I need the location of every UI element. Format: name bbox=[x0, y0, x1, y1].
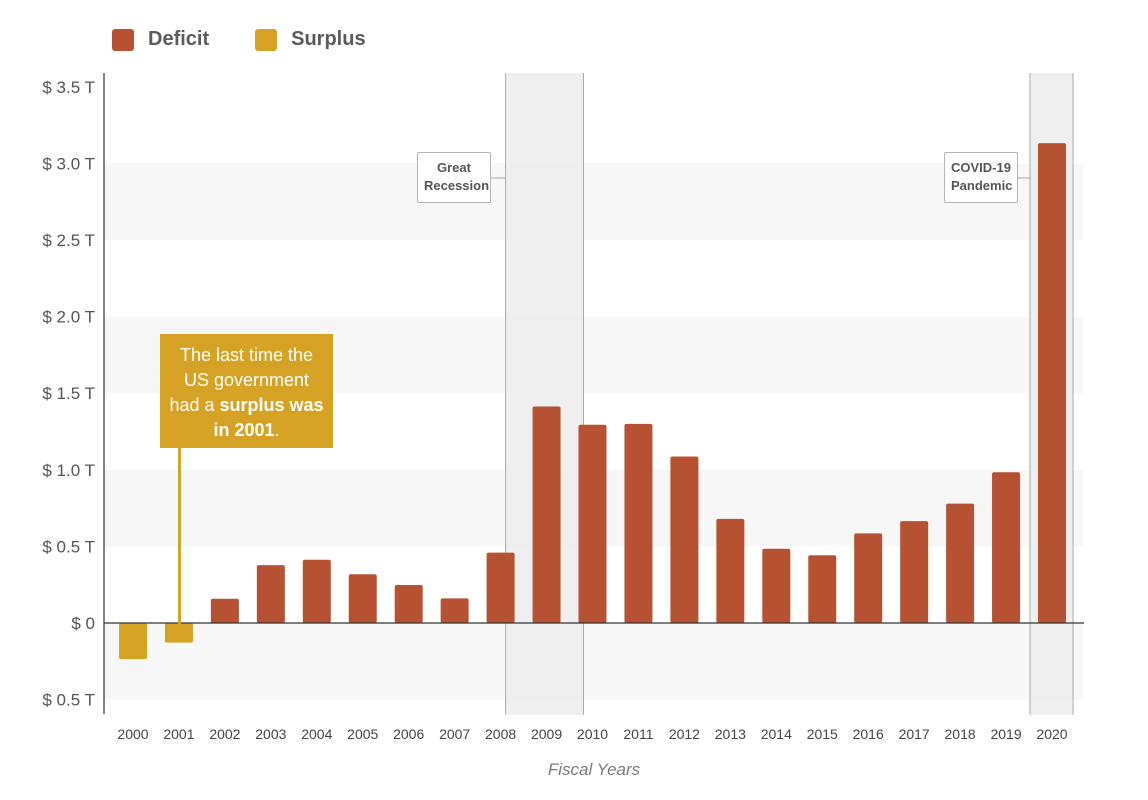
x-tick-label: 2014 bbox=[761, 726, 792, 742]
great-recession-label: Great Recession bbox=[417, 152, 491, 203]
callout-line-3: had a surplus was bbox=[160, 393, 333, 418]
legend-swatch-deficit bbox=[112, 28, 134, 51]
x-tick-label: 2007 bbox=[439, 726, 470, 742]
bar-2012 bbox=[670, 456, 699, 623]
bar-2014 bbox=[762, 548, 791, 623]
bar-2018 bbox=[946, 503, 975, 623]
bar-2017 bbox=[900, 521, 929, 623]
covid-pandemic-label: COVID-19 Pandemic bbox=[944, 152, 1018, 203]
y-tick-label: $ 3.0 T bbox=[42, 154, 95, 173]
bar-2010 bbox=[578, 424, 607, 623]
bar-2003 bbox=[256, 565, 285, 623]
legend-item-deficit: Deficit bbox=[112, 28, 209, 51]
chart-legend: Deficit Surplus bbox=[112, 28, 412, 51]
bar-2002 bbox=[210, 598, 239, 623]
x-tick-label: 2012 bbox=[669, 726, 700, 742]
x-tick-label: 2008 bbox=[485, 726, 516, 742]
x-tick-label: 2001 bbox=[163, 726, 194, 742]
x-tick-label: 2000 bbox=[117, 726, 148, 742]
callout-pointer bbox=[178, 448, 181, 628]
x-tick-label: 2011 bbox=[623, 726, 653, 742]
y-tick-label: $ 0.5 T bbox=[42, 691, 95, 710]
great-recession-line-2: Recession bbox=[424, 178, 490, 193]
x-tick-label: 2010 bbox=[577, 726, 608, 742]
x-tick-label: 2019 bbox=[990, 726, 1021, 742]
bar-2008 bbox=[486, 552, 515, 623]
x-tick-label: 2013 bbox=[715, 726, 746, 742]
callout-line-1: The last time the bbox=[179, 345, 314, 365]
callout-line-2: US government bbox=[183, 370, 310, 390]
legend-swatch-surplus bbox=[255, 28, 278, 51]
grid-band bbox=[104, 163, 1084, 240]
bar-2005 bbox=[348, 574, 377, 623]
callout-line-4: in 2001. bbox=[160, 418, 333, 443]
x-tick-label: 2002 bbox=[209, 726, 240, 742]
legend-label-surplus: Surplus bbox=[291, 28, 366, 50]
x-tick-label: 2009 bbox=[531, 726, 562, 742]
bar-2020 bbox=[1038, 143, 1066, 623]
y-tick-label: $ 2.5 T bbox=[42, 231, 95, 250]
bar-2011 bbox=[624, 423, 653, 623]
great-recession-line-1: Great bbox=[437, 160, 471, 175]
x-tick-label: 2015 bbox=[807, 726, 838, 742]
bar-2016 bbox=[854, 533, 883, 623]
covid-pandemic-line-2: Pandemic bbox=[951, 178, 1013, 193]
x-tick-label: 2006 bbox=[393, 726, 424, 742]
x-tick-label: 2003 bbox=[255, 726, 286, 742]
surplus-callout: The last time the US government had a su… bbox=[160, 334, 333, 448]
x-tick-label: 2016 bbox=[853, 726, 884, 742]
legend-label-deficit: Deficit bbox=[148, 28, 210, 50]
y-tick-label: $ 1.5 T bbox=[42, 384, 95, 403]
y-tick-label: $ 3.5 T bbox=[42, 78, 95, 97]
bar-2019 bbox=[992, 472, 1021, 623]
bar-2000 bbox=[119, 623, 147, 660]
callout-line-4-text: . bbox=[274, 420, 280, 440]
covid-pandemic-line-1: COVID-19 bbox=[951, 160, 1011, 175]
bar-2004 bbox=[302, 559, 331, 623]
x-tick-label: 2004 bbox=[301, 726, 332, 742]
bar-2006 bbox=[394, 585, 423, 623]
grid-band bbox=[104, 623, 1084, 700]
x-axis-title: Fiscal Years bbox=[547, 760, 641, 779]
callout-line-3-text: had a bbox=[169, 395, 220, 415]
x-tick-label: 2020 bbox=[1036, 726, 1067, 742]
x-tick-label: 2017 bbox=[899, 726, 930, 742]
bar-2013 bbox=[716, 518, 745, 623]
bar-2001 bbox=[164, 623, 193, 643]
callout-line-3-bold: surplus was bbox=[219, 395, 324, 415]
bar-2007 bbox=[440, 598, 469, 623]
bar-2015 bbox=[808, 555, 837, 623]
x-tick-label: 2005 bbox=[347, 726, 378, 742]
bar-2009 bbox=[532, 406, 561, 623]
y-tick-label: $ 1.0 T bbox=[42, 461, 95, 480]
y-tick-label: $ 0 bbox=[71, 614, 95, 633]
x-tick-label: 2018 bbox=[945, 726, 976, 742]
callout-line-4-bold: in 2001 bbox=[213, 420, 275, 440]
y-tick-label: $ 2.0 T bbox=[42, 308, 95, 327]
legend-item-surplus: Surplus bbox=[255, 28, 366, 51]
y-tick-label: $ 0.5 T bbox=[42, 537, 95, 556]
